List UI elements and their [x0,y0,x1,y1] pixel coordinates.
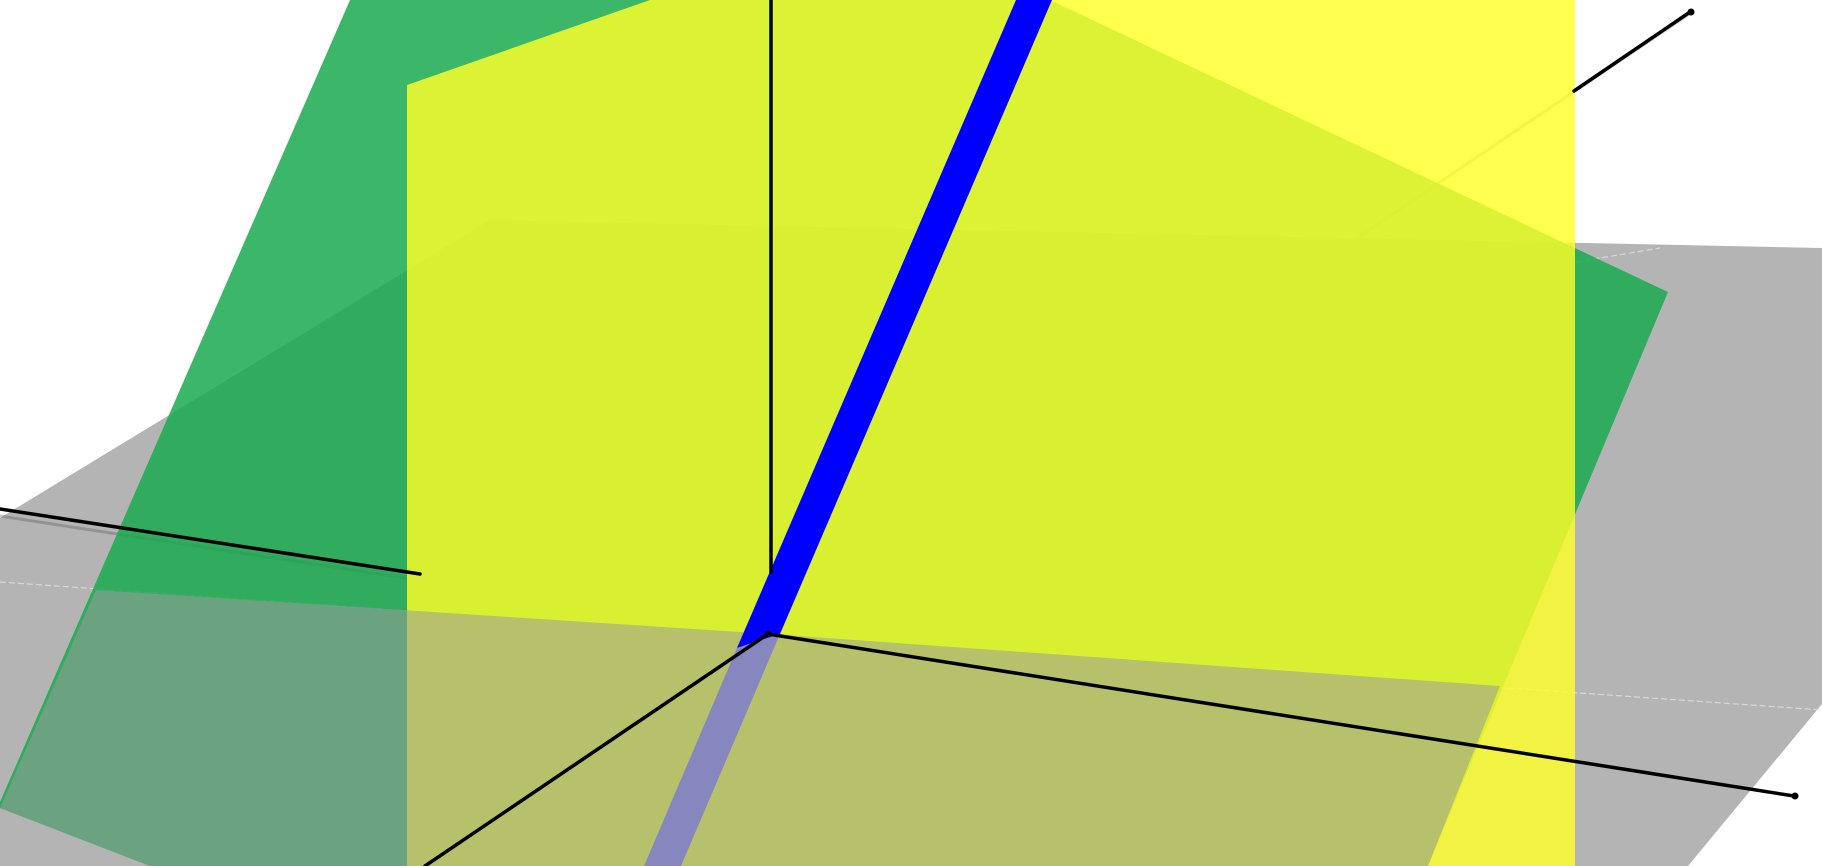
axis-x-positive [766,632,1796,798]
below-ground-shade [0,590,1500,866]
axis-x-endpoint [1791,792,1799,800]
intersection-line [737,0,1052,648]
origin-point [765,631,771,637]
axis-x-negative [0,507,422,576]
axis-y-negative [423,632,770,866]
axis-y-positive [1572,10,1692,93]
intersection-line-below-ground [644,634,780,866]
axis-y-endpoint [1687,8,1695,16]
